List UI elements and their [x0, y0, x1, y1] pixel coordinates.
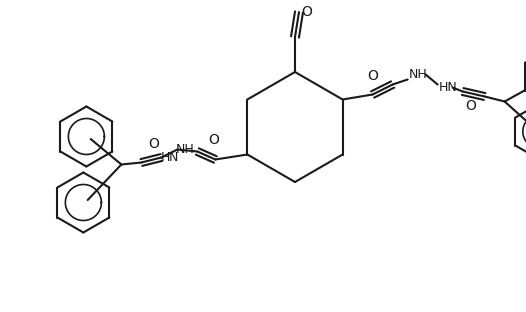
Text: O: O [465, 99, 476, 113]
Text: H: H [160, 151, 170, 164]
Text: NH: NH [408, 68, 427, 81]
Text: O: O [367, 70, 378, 84]
Text: O: O [301, 5, 312, 19]
Text: HN: HN [438, 81, 457, 94]
Text: O: O [148, 137, 159, 150]
Text: O: O [208, 133, 219, 147]
Text: NH: NH [176, 143, 195, 156]
Text: N: N [169, 151, 178, 164]
